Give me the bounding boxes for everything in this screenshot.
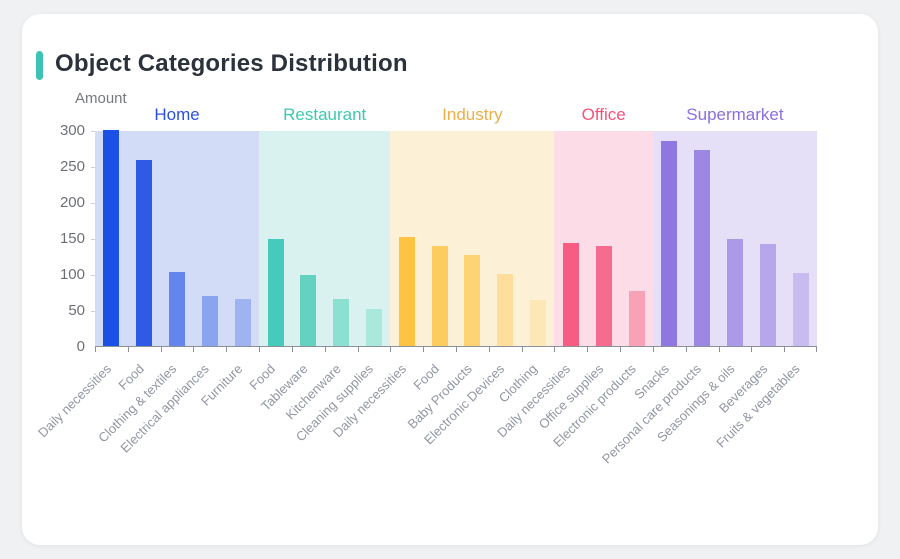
y-tick-label-150: 150	[59, 230, 85, 247]
bar-home-food[interactable]	[136, 160, 153, 346]
x-tick-mark-0	[95, 347, 96, 352]
x-tick-mark-8	[357, 347, 359, 352]
x-tick-mark-4	[226, 347, 228, 352]
x-tick-mark-16	[620, 347, 622, 352]
bar-chart-plot-area: 0 50 100 150 200 250 300 Home Daily necessities F…	[35, 105, 817, 466]
chart-title: Object Categories Distribution	[55, 50, 408, 77]
bar-supermarket-seasonings-oils[interactable]	[726, 238, 743, 346]
x-tick-mark-20	[751, 347, 753, 352]
x-tick-mark-21	[784, 347, 786, 352]
bar-office-electronic-products[interactable]	[628, 291, 645, 346]
chart-card: Object Categories Distribution Amount 0 5…	[22, 14, 878, 545]
x-tick-mark-6	[291, 347, 293, 352]
bar-restaurant-kitchenware[interactable]	[333, 299, 350, 346]
bar-home-furniture[interactable]	[234, 299, 251, 346]
bar-supermarket-personal-care-products[interactable]	[694, 150, 711, 346]
x-tick-mark-10	[423, 347, 425, 352]
bar-restaurant-cleaning-supplies[interactable]	[365, 308, 382, 346]
bar-industry-clothing[interactable]	[530, 299, 547, 346]
x-tick-mark-7	[324, 347, 326, 352]
bar-industry-electronic-devices[interactable]	[497, 274, 514, 346]
bar-supermarket-beverages[interactable]	[759, 244, 776, 346]
bar-industry-baby-products[interactable]	[464, 254, 481, 346]
bar-restaurant-tableware[interactable]	[300, 275, 317, 346]
y-tick-label-100: 100	[59, 266, 85, 283]
bar-home-daily-necessities[interactable]	[103, 130, 120, 346]
x-tick-mark-3	[193, 347, 195, 352]
bar-supermarket-snacks[interactable]	[661, 140, 678, 346]
x-tick-mark-19	[718, 347, 720, 352]
x-tick-mark-18	[685, 347, 687, 352]
y-tick-mark-250	[91, 167, 95, 168]
group-label-office: Office	[581, 105, 626, 124]
group-label-home: Home	[154, 105, 200, 124]
x-tick-mark-14	[554, 347, 556, 352]
group-label-restaurant: Restaurant	[283, 105, 367, 124]
bar-office-office-supplies[interactable]	[595, 245, 612, 346]
y-tick-mark-100	[91, 275, 95, 276]
x-tick-mark-17	[652, 347, 654, 352]
x-tick-mark-22	[816, 347, 817, 352]
bar-office-daily-necessities[interactable]	[562, 243, 579, 346]
bar-industry-food[interactable]	[431, 245, 448, 346]
bar-supermarket-fruits-vegetables[interactable]	[792, 272, 809, 346]
x-tick-mark-13	[521, 347, 523, 352]
bar-home-electrical-appliances[interactable]	[201, 295, 218, 346]
y-tick-label-250: 250	[59, 158, 85, 175]
y-tick-mark-300	[91, 131, 95, 132]
x-tick-mark-9	[390, 347, 392, 352]
x-tick-mark-11	[456, 347, 457, 352]
title-accent-bar	[36, 51, 43, 80]
bar-home-clothing-textiles[interactable]	[169, 271, 186, 346]
bar-industry-daily-necessities[interactable]	[398, 237, 415, 346]
bar-restaurant-food[interactable]	[267, 238, 284, 346]
group-label-supermarket: Supermarket	[686, 105, 784, 124]
y-tick-mark-150	[91, 239, 95, 240]
y-tick-mark-50	[91, 311, 95, 312]
y-tick-label-200: 200	[59, 194, 85, 211]
y-tick-label-300: 300	[59, 122, 85, 139]
x-tick-mark-15	[587, 347, 589, 352]
group-label-industry: Industry	[442, 105, 503, 124]
y-tick-mark-200	[91, 203, 95, 204]
x-tick-mark-12	[488, 347, 490, 352]
y-tick-label-50: 50	[68, 302, 85, 319]
y-tick-label-0: 0	[76, 338, 85, 355]
x-tick-mark-5	[259, 347, 261, 352]
y-axis-title: Amount	[75, 90, 127, 107]
x-tick-mark-2	[160, 347, 162, 352]
x-tick-mark-1	[127, 347, 129, 352]
